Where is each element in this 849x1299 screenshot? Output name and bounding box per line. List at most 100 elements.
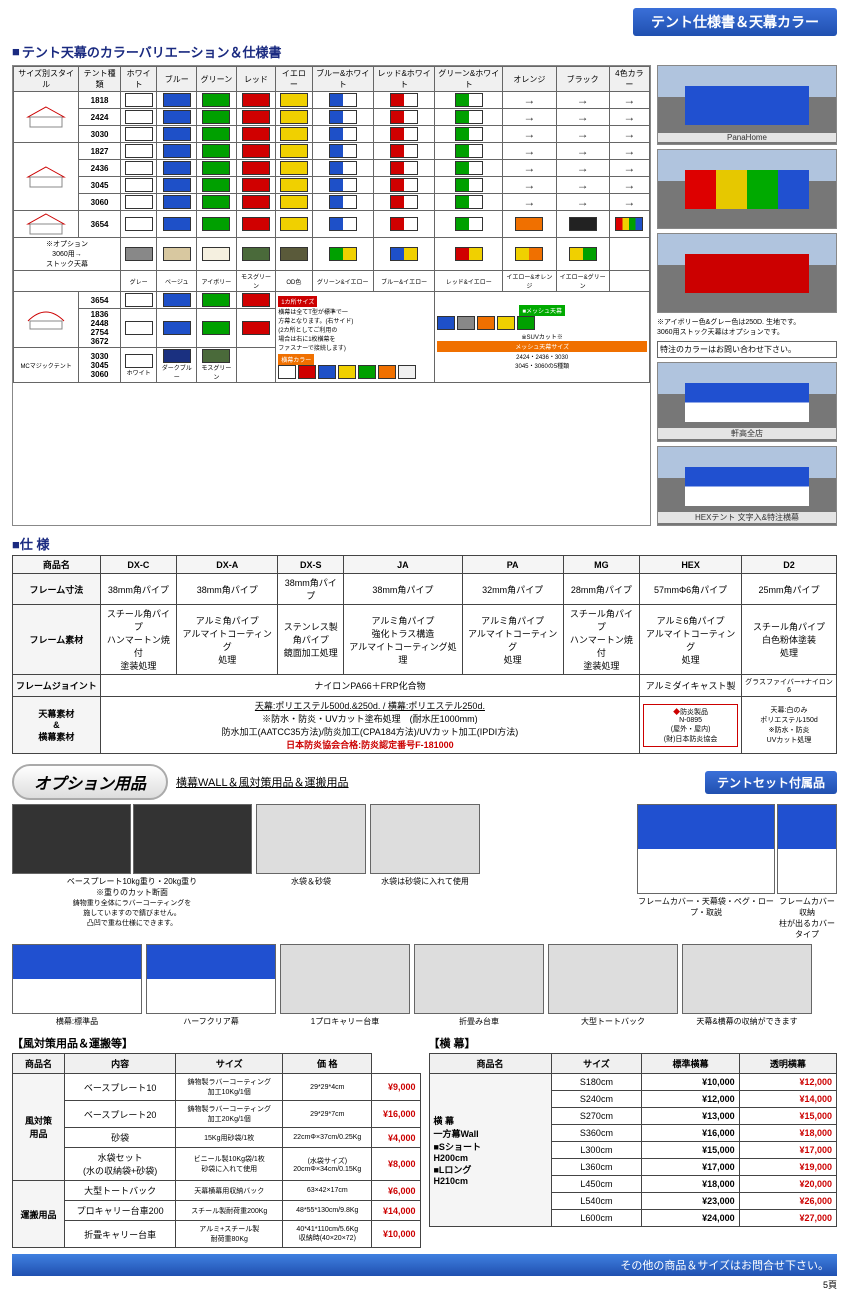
spec-cell: 25mm角パイプ bbox=[742, 574, 837, 605]
option-item: 天幕&横幕の収納ができます bbox=[682, 944, 812, 1027]
swatch-cell: → bbox=[556, 143, 609, 160]
spec-cell: 28mm角パイプ bbox=[563, 574, 639, 605]
option-item: 水袋＆砂袋 bbox=[256, 804, 366, 940]
maku-table: 商品名サイズ標準横幕透明横幕 横 幕 一方幕Wall ■Sショート H200cm… bbox=[429, 1053, 838, 1227]
swatch-cell: → bbox=[503, 160, 556, 177]
swatch-cell bbox=[435, 177, 503, 194]
mesh-box: ■メッシュ天幕※SUVカット※メッシュ天幕サイズ2424・2436・3030 3… bbox=[435, 292, 650, 383]
swatch-cell bbox=[157, 177, 197, 194]
color-col-header: イエロー bbox=[276, 67, 312, 92]
swatch-cell bbox=[312, 126, 373, 143]
opt-swatch bbox=[556, 238, 609, 271]
tent-style-icon bbox=[14, 143, 79, 211]
color-swatch bbox=[125, 247, 153, 261]
color-swatch bbox=[202, 127, 230, 141]
color-swatch bbox=[242, 293, 270, 307]
price-cell: ¥15,000 bbox=[739, 1108, 836, 1125]
color-swatch bbox=[455, 217, 483, 231]
product-name: プロキャリー台車200 bbox=[65, 1201, 176, 1221]
swatch-cell bbox=[312, 177, 373, 194]
swatch-cell bbox=[276, 194, 312, 211]
color-swatch bbox=[125, 217, 153, 231]
color-swatch bbox=[202, 144, 230, 158]
opt-swatch bbox=[276, 238, 312, 271]
color-swatch bbox=[125, 110, 153, 124]
color-swatch bbox=[125, 161, 153, 175]
footer-bar: その他の商品＆サイズはお問合せ下さい。 bbox=[12, 1254, 837, 1276]
swatch-cell bbox=[276, 143, 312, 160]
price-cell: ¥23,000 bbox=[642, 1193, 739, 1210]
color-swatch bbox=[163, 247, 191, 261]
swatch-cell bbox=[197, 126, 237, 143]
swatch-cell bbox=[120, 143, 156, 160]
price-cell: ¥9,000 bbox=[372, 1074, 420, 1101]
opt-color-label: グリーン&イエロー bbox=[312, 271, 373, 292]
color-col-header: ブルー&ホワイト bbox=[312, 67, 373, 92]
price-cell: ¥13,000 bbox=[642, 1108, 739, 1125]
tent-style-icon bbox=[14, 292, 79, 348]
color-swatch bbox=[280, 217, 308, 231]
swatch-cell bbox=[120, 126, 156, 143]
color-swatch bbox=[329, 144, 357, 158]
color-swatch bbox=[329, 178, 357, 192]
opt-color-label: グレー bbox=[120, 271, 156, 292]
color-swatch bbox=[202, 321, 230, 335]
color-swatch bbox=[390, 178, 418, 192]
size-cell: 3030 bbox=[79, 126, 121, 143]
size-cell: 3045 bbox=[79, 177, 121, 194]
swatch-cell bbox=[157, 143, 197, 160]
side-note-box: 1カ所サイズ横幕は全てT型が標準で一 方幕となります。(右サイド) (2カ所とし… bbox=[276, 292, 435, 383]
color-swatch bbox=[329, 161, 357, 175]
wind-header: 【風対策用品＆運搬等】 bbox=[12, 1035, 421, 1051]
swatch-cell bbox=[276, 109, 312, 126]
price-cell: ¥10,000 bbox=[642, 1074, 739, 1091]
spec-col: DX-A bbox=[177, 556, 278, 574]
swatch-cell bbox=[120, 194, 156, 211]
color-col-header: テント種類 bbox=[79, 67, 121, 92]
color-swatch bbox=[242, 178, 270, 192]
tent-photo: HEXテント 文字入&特注横幕 bbox=[657, 446, 837, 526]
tent-photo bbox=[657, 149, 837, 229]
color-swatch bbox=[390, 127, 418, 141]
swatch-cell bbox=[435, 143, 503, 160]
price-cell: ¥18,000 bbox=[739, 1125, 836, 1142]
color-swatch bbox=[163, 178, 191, 192]
maku-name: 横 幕 一方幕Wall ■Sショート H200cm ■Lロング H210cm bbox=[429, 1074, 551, 1227]
swatch-cell: → bbox=[609, 109, 649, 126]
color-variation-table: サイズ別スタイルテント種類ホワイトブルーグリーンレッドイエローブルー&ホワイトレ… bbox=[13, 66, 650, 383]
swatch-cell bbox=[197, 160, 237, 177]
price-cell: ¥27,000 bbox=[739, 1210, 836, 1227]
spec-rowhead: フレーム寸法 bbox=[13, 574, 101, 605]
color-col-header: レッド bbox=[236, 67, 276, 92]
spec-cell: スチール角パイプ ハンマートン焼付 塗装処理 bbox=[100, 605, 176, 675]
swatch-cell bbox=[276, 160, 312, 177]
color-swatch bbox=[125, 293, 153, 307]
color-swatch bbox=[569, 217, 597, 231]
size-cell: 1836 2448 2754 3672 bbox=[79, 309, 121, 348]
option-item: 横幕:標準品 bbox=[12, 944, 142, 1027]
swatch-cell: → bbox=[556, 177, 609, 194]
swatch-cell bbox=[312, 160, 373, 177]
color-swatch bbox=[390, 144, 418, 158]
swatch-cell bbox=[312, 211, 373, 238]
spec-col: HEX bbox=[640, 556, 742, 574]
swatch-cell bbox=[373, 194, 434, 211]
category-cell: 運搬用品 bbox=[13, 1181, 65, 1248]
price-cell: ¥6,000 bbox=[372, 1181, 420, 1201]
product-name: 大型トートバック bbox=[65, 1181, 176, 1201]
size-cell: 1818 bbox=[79, 92, 121, 109]
color-swatch bbox=[280, 144, 308, 158]
spec-col: DX-C bbox=[100, 556, 176, 574]
color-swatch bbox=[163, 349, 191, 363]
color-col-header: サイズ別スタイル bbox=[14, 67, 79, 92]
color-swatch bbox=[242, 321, 270, 335]
swatch-cell bbox=[609, 211, 649, 238]
opt-color-label: イエロー&グリーン bbox=[556, 271, 609, 292]
color-swatch bbox=[125, 354, 153, 368]
spec-col: PA bbox=[462, 556, 563, 574]
spec-title: 仕 様 bbox=[12, 534, 837, 553]
swatch-cell bbox=[556, 211, 609, 238]
option-item: 1プロキャリー台車 bbox=[280, 944, 410, 1027]
opt-color-label: ベージュ bbox=[157, 271, 197, 292]
swatch-cell: → bbox=[556, 109, 609, 126]
